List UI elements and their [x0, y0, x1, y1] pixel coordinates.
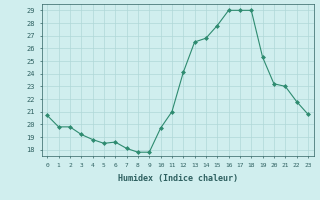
X-axis label: Humidex (Indice chaleur): Humidex (Indice chaleur) [118, 174, 237, 183]
